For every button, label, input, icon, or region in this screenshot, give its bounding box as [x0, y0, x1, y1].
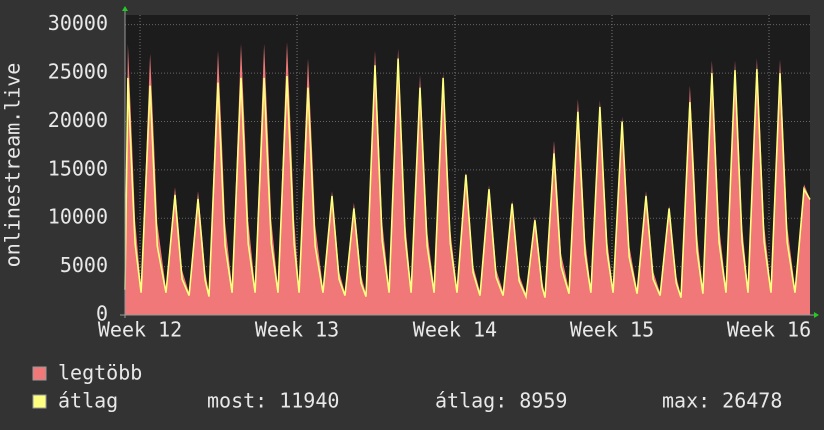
y-tick-label: 10000	[48, 205, 108, 229]
y-axis-label: onlinestream.live	[1, 63, 25, 268]
y-tick-label: 0	[96, 302, 108, 326]
x-axis-arrow	[814, 312, 819, 318]
y-tick-label: 5000	[60, 253, 108, 277]
area	[125, 42, 810, 315]
legend-label: legtöbb	[58, 361, 142, 385]
x-tick-label: Week 14	[413, 318, 497, 342]
y-tick-label: 15000	[48, 156, 108, 180]
y-tick-label: 30000	[48, 11, 108, 35]
x-tick-label: Week 15	[570, 318, 654, 342]
stat-value: 11940	[279, 389, 339, 413]
y-tick-label: 25000	[48, 60, 108, 84]
stat-label: most:	[207, 389, 267, 413]
stat-value: 8959	[519, 389, 567, 413]
line	[124, 58, 811, 300]
stat-label: átlag:	[435, 389, 507, 413]
x-tick-label: Week 13	[255, 318, 339, 342]
stat-value: 26478	[722, 389, 782, 413]
legend-label: átlag	[58, 389, 118, 413]
y-tick-label: 20000	[48, 108, 108, 132]
y-axis-arrow	[122, 6, 128, 11]
legend-swatch	[32, 366, 47, 381]
x-tick-label: Week 12	[98, 318, 182, 342]
stat-label: max:	[662, 389, 710, 413]
legend-swatch	[32, 394, 47, 409]
x-tick-label: Week 16	[727, 318, 811, 342]
